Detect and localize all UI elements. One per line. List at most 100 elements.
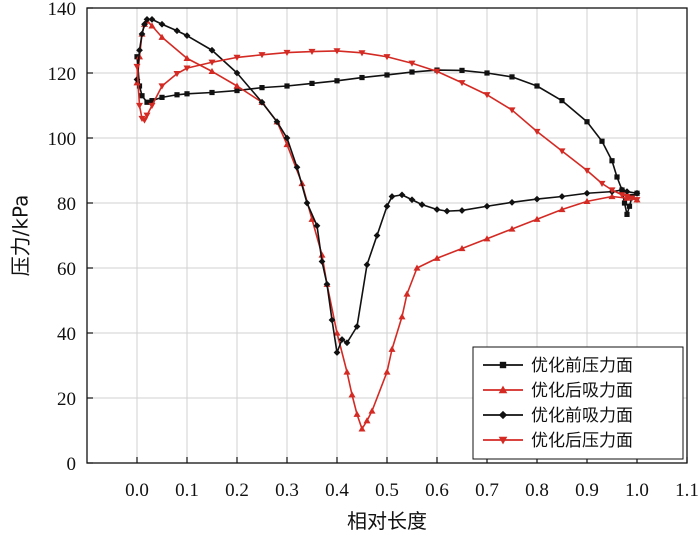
data-point: [358, 425, 366, 432]
data-point: [363, 417, 371, 424]
data-point: [533, 195, 541, 203]
data-point: [173, 71, 181, 78]
data-point: [443, 207, 451, 215]
data-point: [140, 117, 149, 124]
data-point: [135, 102, 144, 110]
legend-marker: [499, 361, 507, 369]
data-point: [293, 163, 301, 171]
legend-label: 优化前压力面: [531, 356, 633, 376]
data-point: [234, 87, 240, 94]
tick-labels: 0.0 0.1 0.2 0.3 0.4 0.5 0.6 0.7 0.8 0.9 1.0 1.1 0 20 4…: [48, 0, 699, 501]
data-point: [136, 46, 143, 54]
data-point: [368, 407, 376, 414]
data-point: [633, 189, 641, 197]
data-point: [183, 65, 191, 72]
x-tick-label: 0.1: [175, 480, 199, 501]
x-tick-label: 0.3: [275, 480, 299, 501]
x-axis-title: 相对长度: [347, 509, 427, 533]
data-point: [433, 254, 441, 261]
data-point: [559, 98, 565, 104]
series-2: [133, 15, 641, 356]
data-point: [383, 54, 391, 61]
data-point: [159, 94, 165, 100]
data-point: [626, 203, 633, 209]
data-point: [303, 199, 311, 207]
x-tick-label: 0.7: [475, 480, 499, 501]
x-tick-label: 1.1: [675, 480, 699, 501]
data-point: [388, 193, 396, 200]
data-point: [258, 52, 266, 59]
data-point: [174, 92, 180, 98]
data-point: [138, 30, 146, 38]
data-point: [383, 202, 391, 210]
data-point: [388, 345, 396, 352]
y-tick-label: 80: [57, 194, 76, 215]
data-point: [148, 22, 156, 29]
data-point: [148, 102, 156, 110]
data-point: [283, 49, 291, 57]
data-point: [508, 107, 516, 114]
data-point: [558, 205, 566, 213]
data-point: [208, 67, 216, 75]
x-tick-label: 0.8: [525, 480, 549, 501]
legend-marker: [498, 385, 508, 394]
data-point: [584, 119, 590, 125]
data-point: [158, 20, 166, 28]
data-point: [333, 349, 341, 356]
data-point: [609, 158, 615, 164]
data-point: [614, 174, 620, 180]
data-point: [534, 83, 540, 89]
data-point: [183, 54, 191, 62]
data-point: [158, 83, 166, 90]
data-point: [408, 60, 416, 67]
data-point: [139, 93, 145, 99]
data-point: [508, 198, 516, 206]
data-point: [334, 78, 340, 84]
data-point: [353, 410, 361, 417]
data-point: [623, 193, 631, 201]
data-point: [533, 215, 541, 222]
legend-item: 优化前吸力面: [483, 406, 633, 426]
data-point: [173, 27, 181, 35]
data-point: [333, 48, 341, 55]
data-point: [408, 196, 416, 204]
data-point: [624, 211, 630, 217]
data-point: [313, 222, 321, 230]
data-point: [158, 33, 166, 40]
data-point: [233, 54, 241, 61]
data-point: [328, 316, 336, 324]
x-tick-label: 0.2: [225, 480, 249, 501]
data-point: [353, 323, 361, 330]
series-1: [133, 17, 641, 432]
data-point: [433, 68, 441, 75]
data-point: [484, 70, 490, 76]
legend-item: 优化前压力面: [483, 356, 633, 376]
legend-label: 优化后吸力面: [531, 381, 633, 401]
legend-marker: [498, 410, 508, 420]
series-layer: [133, 15, 641, 432]
data-point: [308, 48, 316, 56]
data-point: [533, 128, 541, 136]
series-3: [133, 48, 641, 204]
data-point: [273, 118, 281, 126]
data-point: [233, 82, 241, 89]
data-point: [373, 232, 381, 239]
data-point: [283, 134, 291, 142]
y-tick-label: 120: [48, 64, 77, 85]
data-point: [143, 15, 151, 23]
legend-marker: [498, 436, 508, 445]
data-point: [508, 225, 516, 232]
data-point: [343, 339, 351, 347]
data-point: [309, 80, 315, 86]
data-point: [318, 251, 326, 258]
data-point: [258, 98, 266, 106]
data-point: [184, 91, 190, 97]
x-tick-label: 0.0: [125, 480, 149, 501]
data-point: [599, 138, 605, 144]
y-axis-title: 压力/kPa: [9, 195, 33, 277]
data-point: [558, 193, 566, 200]
data-point: [618, 192, 626, 199]
data-point: [583, 167, 591, 175]
